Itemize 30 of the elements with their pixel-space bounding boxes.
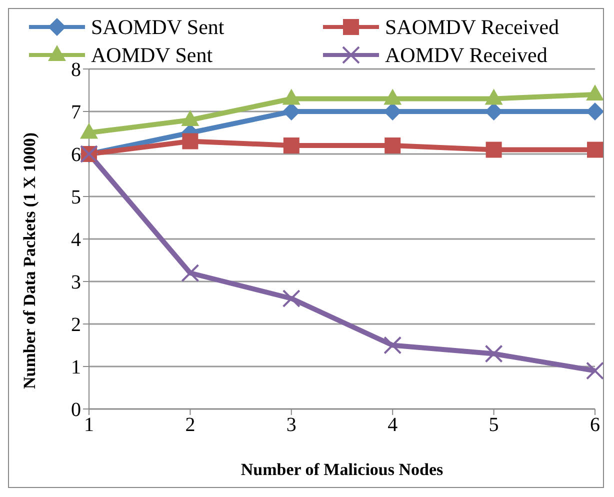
point — [182, 133, 198, 150]
y-tick-label: 2 — [71, 314, 81, 336]
point — [587, 142, 603, 158]
y-tick-label: 0 — [71, 399, 81, 422]
point — [486, 142, 502, 158]
y-tick-label: 6 — [71, 144, 81, 166]
point — [282, 290, 300, 308]
legend-label: AOMDV Received — [385, 42, 548, 69]
y-tick-label: 7 — [71, 102, 81, 124]
legend-label: SAOMDV Sent — [91, 14, 224, 41]
point — [384, 138, 401, 154]
point — [384, 336, 402, 354]
legend-label: SAOMDV Received — [385, 14, 560, 41]
x-tick-label: 3 — [286, 414, 296, 436]
y-axis-title: Number of Data Packets (1 X 1000) — [20, 132, 40, 389]
y-tick-label: 1 — [71, 356, 81, 379]
x-tick-label: 4 — [388, 414, 398, 436]
y-tick-label: 3 — [71, 272, 81, 294]
point — [586, 362, 603, 380]
legend-label: AOMDV Sent — [91, 42, 213, 69]
x-tick-label: 2 — [185, 414, 196, 436]
y-tick-label: 5 — [71, 186, 81, 209]
y-tick-label: 8 — [71, 59, 81, 82]
x-tick-label: 5 — [488, 414, 499, 436]
point — [181, 264, 200, 282]
point — [283, 138, 300, 154]
point — [484, 344, 503, 363]
x-axis-title: Number of Malicious Nodes — [240, 460, 444, 479]
x-tick-label: 6 — [590, 414, 600, 436]
y-tick-label: 4 — [71, 229, 81, 252]
